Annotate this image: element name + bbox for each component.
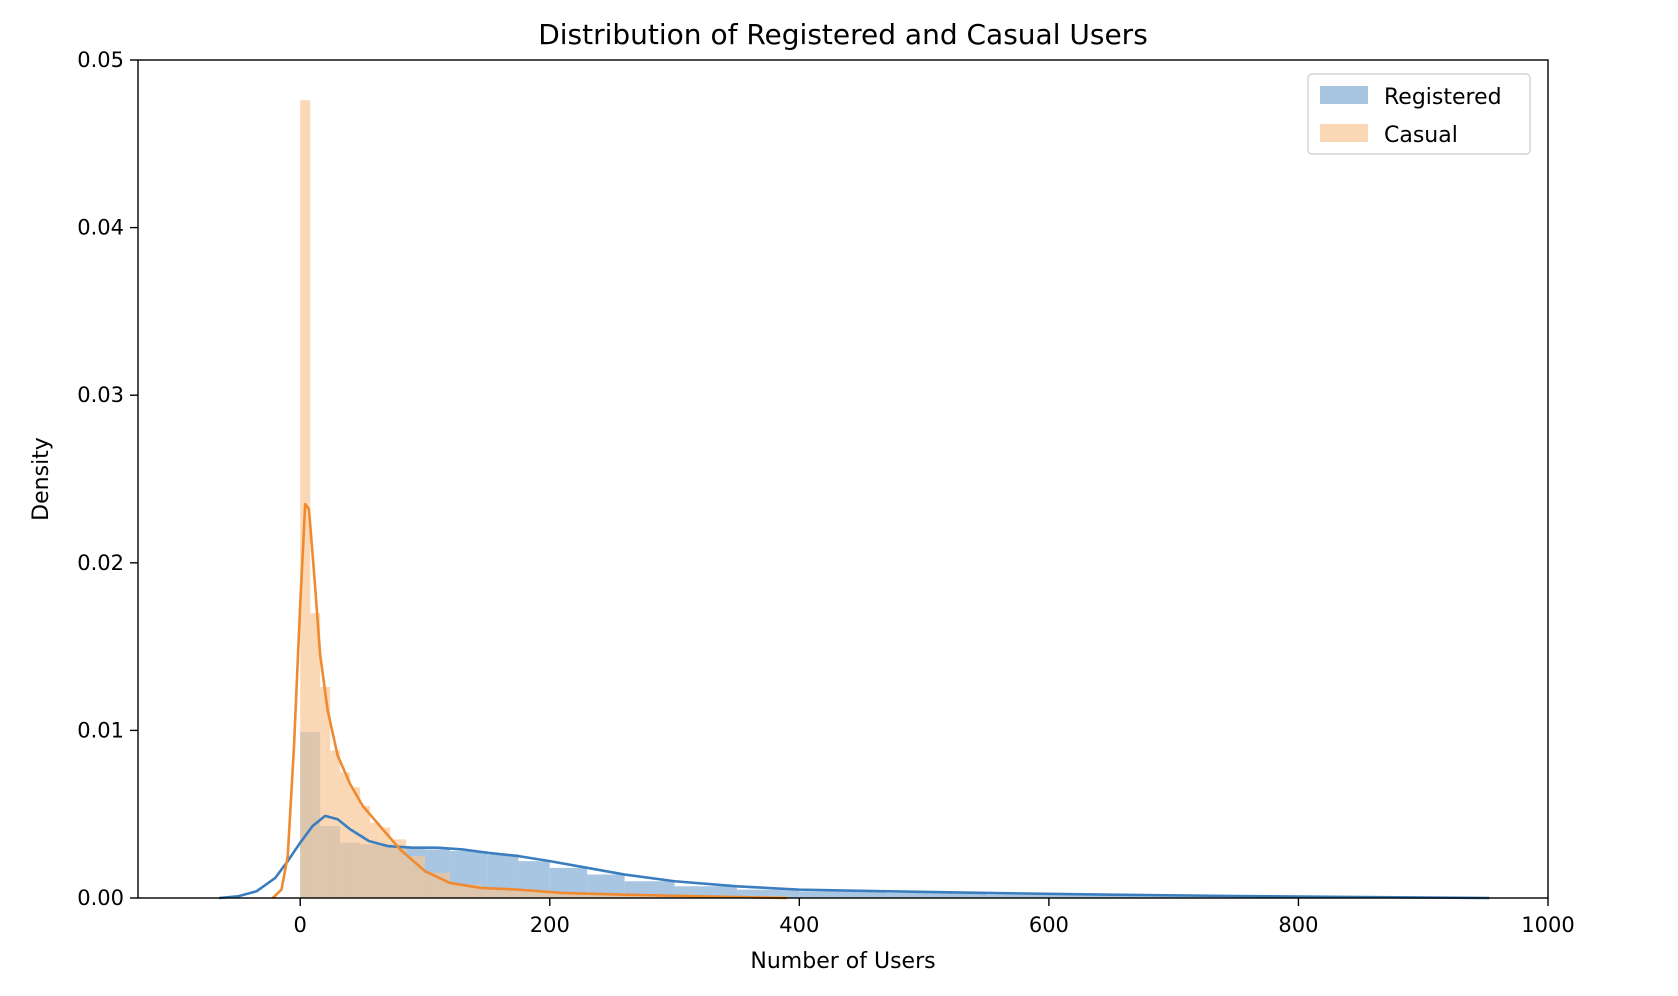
y-tick-label-3: 0.03 — [77, 383, 124, 407]
casual-hist-bar-9 — [390, 839, 407, 898]
y-axis-label: Density — [29, 437, 54, 521]
x-tick-label-5: 1000 — [1521, 913, 1574, 937]
x-axis-label: Number of Users — [750, 949, 935, 974]
casual-hist-bar-5 — [350, 787, 361, 898]
casual-hist-bar-15 — [562, 892, 625, 898]
legend: Registered Casual — [1307, 73, 1531, 155]
y-tick-label-4: 0.04 — [77, 216, 124, 240]
casual-hist-bar-3 — [330, 750, 341, 898]
x-tick-label-4: 800 — [1278, 913, 1318, 937]
legend-swatch-casual — [1320, 124, 1368, 142]
casual-hist-bar-1 — [310, 613, 321, 898]
casual-hist-bar-2 — [320, 686, 331, 898]
x-tick-label-2: 400 — [779, 913, 819, 937]
x-tick-label-3: 600 — [1029, 913, 1069, 937]
casual-hist-bar-0 — [300, 100, 311, 898]
registered-hist-bar-14 — [736, 889, 800, 898]
plot-area: 0 200 400 600 800 1000 0.00 0.01 0.02 0.03 0.04 0.0… — [77, 48, 1574, 937]
registered-hist-bar-16 — [886, 892, 987, 898]
casual-hist-bar-8 — [380, 827, 391, 898]
casual-hist-bar-13 — [481, 889, 519, 898]
legend-swatch-registered — [1320, 86, 1368, 104]
y-tick-label-1: 0.01 — [77, 718, 124, 742]
casual-hist-bar-14 — [518, 891, 563, 898]
casual-kde-line — [271, 502, 787, 900]
casual-hist-bar-6 — [360, 805, 371, 898]
legend-label-registered: Registered — [1384, 85, 1502, 110]
casual-hist-bar-4 — [340, 772, 351, 898]
registered-hist-bar-13 — [674, 886, 737, 898]
axes-frame — [137, 59, 1549, 899]
y-tick-label-0: 0.00 — [77, 886, 124, 910]
y-tick-label-2: 0.02 — [77, 551, 124, 575]
registered-hist-bar-17 — [986, 894, 1112, 898]
registered-hist-bar-11 — [587, 874, 625, 898]
registered-hist-bar-15 — [799, 891, 887, 898]
chart-title: Distribution of Registered and Casual Us… — [538, 18, 1148, 51]
registered-kde-line — [218, 814, 1490, 900]
x-tick-label-1: 200 — [530, 913, 570, 937]
y-tick-label-5: 0.05 — [77, 48, 124, 72]
legend-label-casual: Casual — [1384, 123, 1458, 148]
casual-hist-bar-7 — [370, 822, 381, 898]
registered-hist-bar-18 — [1111, 895, 1237, 898]
x-tick-label-0: 0 — [294, 913, 307, 937]
